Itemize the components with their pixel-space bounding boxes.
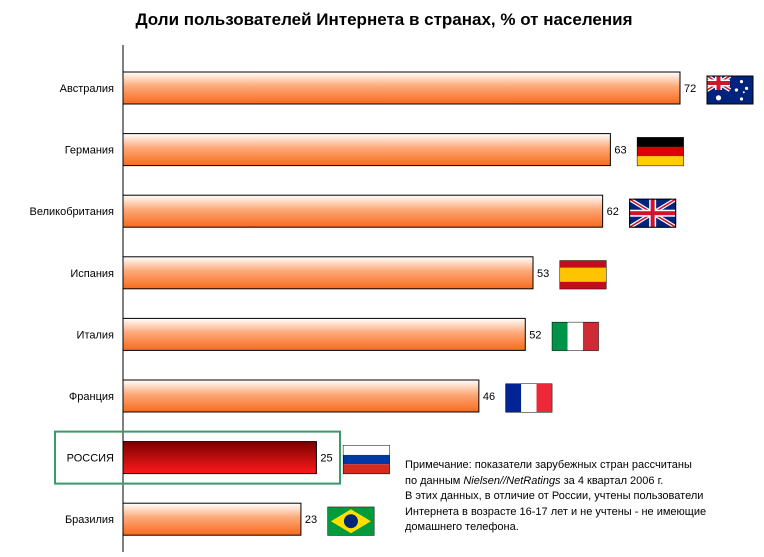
- brazil-flag-icon: [327, 506, 375, 536]
- note-line-2-prefix: по данным: [405, 474, 464, 487]
- bars-group: Австралия 72 Германия 63 Великобритания 62 Исп…: [30, 71, 754, 536]
- italy-flag-icon: [551, 321, 599, 351]
- flag-stripe: [560, 260, 607, 268]
- value-label: 23: [305, 514, 317, 526]
- flag-stripe: [560, 281, 607, 289]
- flag-star: [739, 97, 744, 101]
- flag-cross-red: [629, 211, 676, 216]
- note-line-1: Примечание: показатели зарубежных стран …: [405, 459, 692, 471]
- category-label: РОССИЯ: [67, 453, 114, 465]
- category-label: Италия: [77, 329, 115, 341]
- flag-star: [742, 91, 745, 94]
- value-label: 46: [483, 391, 495, 403]
- flag-star: [715, 95, 722, 101]
- australia-flag-icon: [705, 74, 754, 105]
- note-line-3: В этих данных, в отличие от России, учте…: [405, 490, 704, 502]
- note-line-5: домашнего телефона.: [405, 521, 519, 533]
- category-label: Австралия: [60, 83, 114, 95]
- chart-title-text: Доли пользователей Интернета в странах, …: [135, 10, 633, 29]
- category-label: Испания: [70, 268, 114, 280]
- category-label: Франция: [69, 391, 114, 403]
- category-label: Бразилия: [65, 514, 114, 526]
- uk-flag-icon: [628, 197, 677, 229]
- germany-flag-icon: [636, 137, 684, 167]
- flag-star: [734, 88, 739, 92]
- bar-8: [122, 502, 302, 536]
- flag-stripe: [582, 322, 599, 351]
- value-label: 62: [607, 206, 619, 218]
- flag-stripe: [343, 454, 390, 465]
- category-label: Великобритания: [30, 206, 115, 218]
- bar-2: [122, 133, 611, 167]
- flag-stripe: [552, 322, 568, 351]
- flag-outline: [629, 198, 677, 228]
- category-label: Германия: [65, 145, 114, 157]
- bar-5: [122, 317, 526, 351]
- flag-star: [739, 80, 744, 84]
- chart-note: Примечание: показатели зарубежных стран …: [405, 458, 750, 536]
- highlight-box: [54, 430, 341, 485]
- flag-stripe: [521, 384, 537, 412]
- bar-4: [122, 256, 534, 290]
- flag-cross-red: [707, 81, 730, 85]
- note-source: Nielsen//NetRatings: [463, 474, 561, 487]
- flag-stripe: [567, 322, 583, 351]
- flag-stripe: [343, 464, 390, 474]
- flag-stripe: [505, 384, 522, 412]
- flag-stripe: [637, 137, 684, 147]
- value-label: 53: [537, 268, 549, 280]
- note-line-2: по данным Nielsen//NetRatings за 4 кварт…: [405, 474, 750, 490]
- value-label: 52: [529, 329, 541, 341]
- note-line-2-suffix: за 4 квартал 2006 г.: [560, 474, 664, 487]
- bar-7: [122, 441, 317, 475]
- flag-globe: [343, 514, 358, 529]
- spain-flag-icon: [559, 260, 607, 290]
- france-flag-icon: [505, 383, 553, 413]
- bar-3: [122, 194, 604, 228]
- flag-outline: [706, 75, 754, 105]
- bar-1: [122, 71, 681, 105]
- flag-stripe: [560, 267, 607, 282]
- value-label: 25: [320, 453, 332, 465]
- flag-stripe: [343, 445, 390, 455]
- chart-title: Доли пользователей Интернета в странах, …: [0, 10, 764, 30]
- russia-flag-icon: [342, 445, 390, 475]
- value-label: 72: [684, 83, 696, 95]
- note-line-4: Интернета в возрасте 16-17 лет и не учте…: [405, 505, 707, 518]
- value-label: 63: [614, 145, 626, 157]
- bar-6: [122, 379, 480, 413]
- flag-stripe: [536, 384, 552, 412]
- flag-star: [744, 86, 749, 90]
- flag-stripe: [637, 156, 684, 166]
- flag-stripe: [637, 146, 684, 157]
